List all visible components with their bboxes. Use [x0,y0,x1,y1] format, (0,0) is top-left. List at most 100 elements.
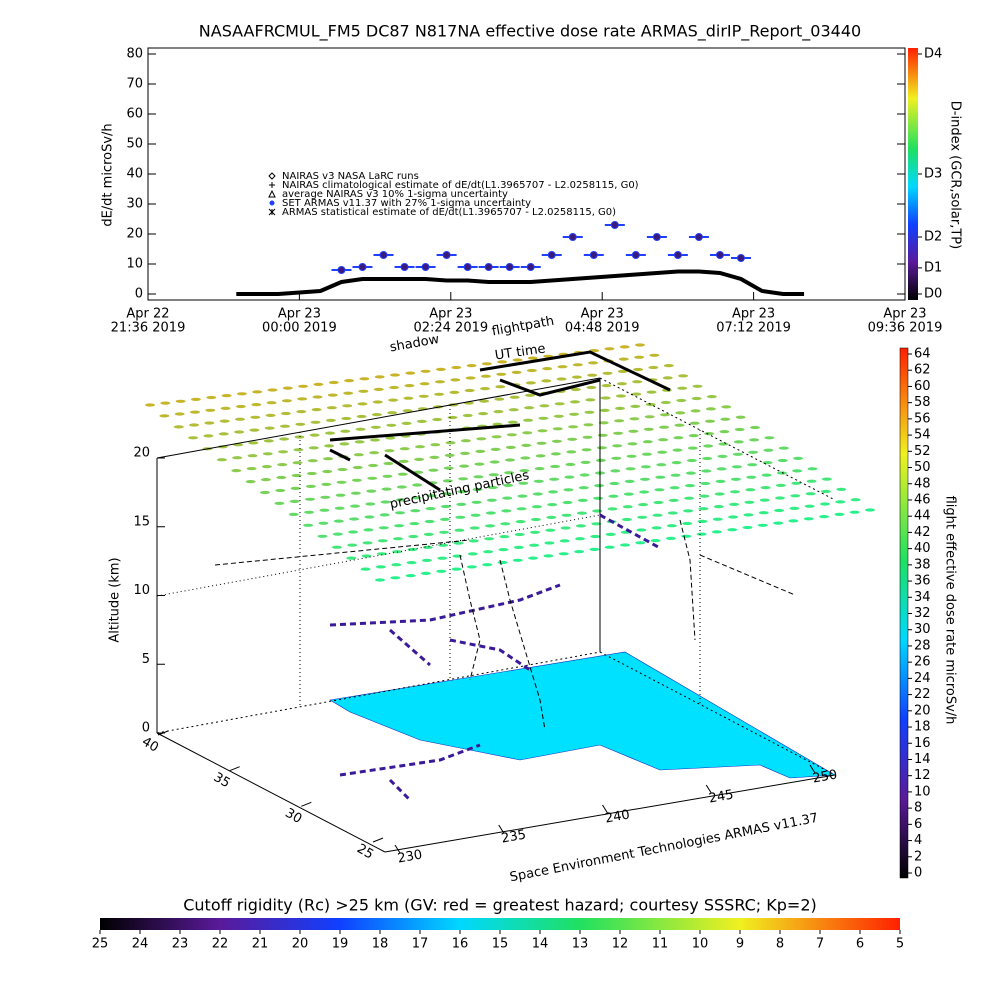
dose-cell [385,436,396,440]
dose-cell [204,421,215,425]
dose-cell [246,467,257,471]
dose-cell [173,425,184,429]
dose-cell [705,407,716,411]
armas-point [631,251,640,259]
dose-cell [586,385,597,390]
dose-cell [689,421,700,425]
armas-point [694,233,703,241]
dose-cell [221,394,232,398]
dose-cell [683,509,694,513]
armas-point [610,221,619,229]
dose-cell [405,371,416,375]
dose-cell [690,409,701,413]
dose-cell [620,543,630,547]
dose-cell [294,435,305,439]
dose-cell [706,395,717,399]
dose-cell [490,447,501,451]
dose-cell [803,517,814,521]
dose-cell [729,502,740,506]
dose-cell [850,498,861,502]
dose-cell [290,486,301,490]
dose-cell [309,433,320,437]
dose-cell [595,458,606,462]
dose-cell [712,517,723,521]
dose-cell [296,410,307,414]
dose-cell [491,435,502,439]
dose-cell [672,448,683,452]
lon-tick [602,804,608,814]
d-index-bar [908,48,918,300]
z-tick-label: 20 [133,446,150,461]
lat-tick [229,766,240,772]
dose-cell [447,415,458,420]
dose-cell [763,448,774,452]
dose-cell [497,360,508,364]
legend-symbol [268,189,276,198]
dose-cell [377,539,388,543]
dose-cell [656,463,667,467]
dose-cell [288,512,299,517]
dose-cell [453,541,464,545]
dose-cell [773,521,784,525]
dose-cell [499,535,510,539]
dose-cell [697,519,708,524]
dose-cell [247,454,258,458]
dose-cell [659,425,670,429]
dose-cell [489,460,500,464]
dose-cell [652,513,663,517]
lon-tick-label: 230 [396,847,423,866]
dose-cell [627,442,638,446]
dose-cell [568,425,579,429]
dose-cell [476,437,487,441]
dose-cell [322,469,333,474]
dose-cell [615,406,625,410]
dose-cell [249,428,260,432]
dose-cell [292,461,303,465]
dose-cell [343,391,354,395]
dose-cell [298,384,309,388]
dose-cell [339,442,350,446]
dose-cell [582,435,593,439]
dose-cell [347,543,358,547]
dose-cell [530,517,541,522]
dose-cell [542,367,553,371]
dose-cell [473,475,484,479]
dose-cell [616,382,627,386]
dose-cell [419,382,430,386]
dose-cell [280,424,290,428]
dose-cell [295,422,306,426]
rigidity-tick-label: 17 [412,937,429,952]
dose-cell [820,502,830,506]
dose-cell [788,519,799,523]
dose-cell [605,532,616,537]
dose-cell [523,418,534,422]
dose-cell [698,507,709,511]
dose-cell [478,412,489,416]
y-tick-label: 20 [126,227,143,242]
dose-cell [418,394,429,398]
dose-cell [747,463,758,467]
dose-tick-label: 20 [914,703,931,718]
dose-cell [367,476,378,480]
dose-cell [472,487,483,492]
dose-cell [382,474,393,478]
dose-cell [411,496,422,500]
annotation: flightpath [491,314,556,340]
dose-cell [435,367,446,371]
dose-cell [636,528,647,532]
dose-cell [274,501,285,505]
dose-cell [666,524,677,528]
dose-cell [835,500,846,504]
dose-cell [371,413,382,417]
dose-cell [646,390,657,394]
dose-cell [399,447,410,451]
rigidity-tick-label: 18 [372,937,389,952]
dose-cell [548,490,559,494]
dose-cell [470,513,481,517]
dose-cell [717,454,728,458]
dose-cell [409,522,420,526]
dose-cell [445,441,456,445]
lon-tick-label: 250 [811,767,838,786]
dose-cell [275,488,286,493]
dose-cell [381,487,392,491]
